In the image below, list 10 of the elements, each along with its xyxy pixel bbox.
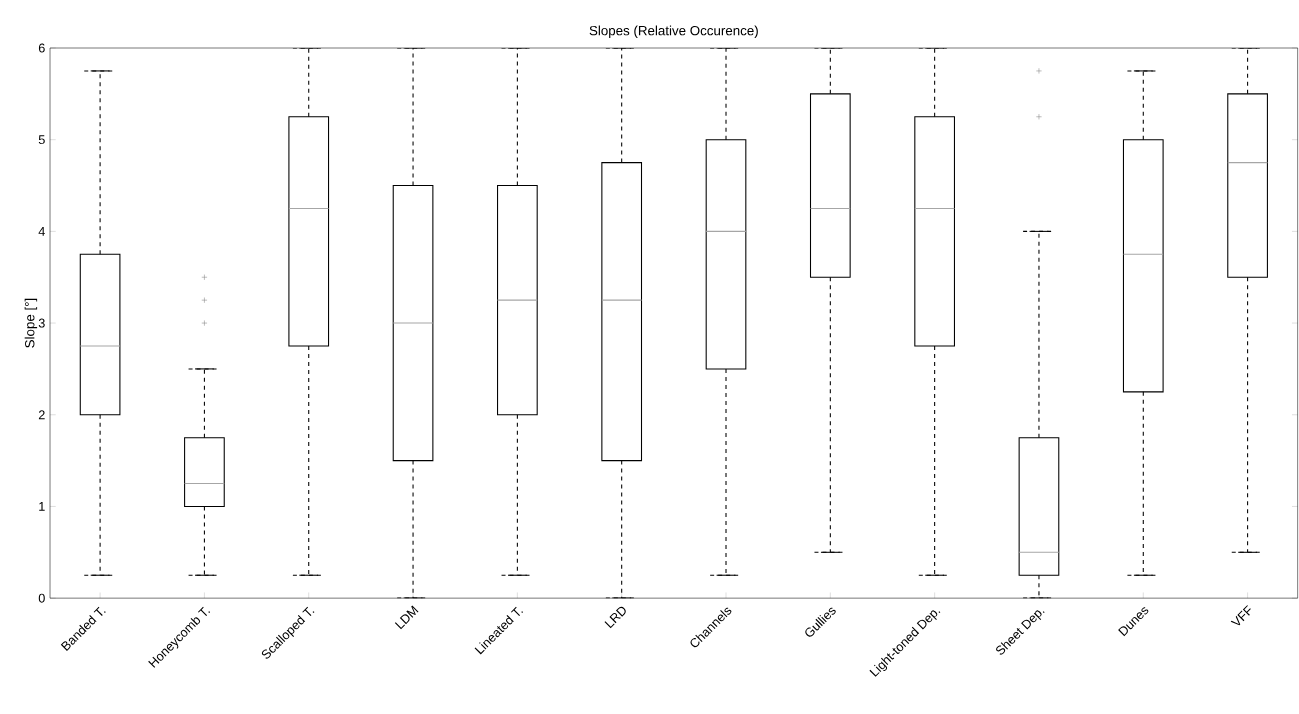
x-tick-label: VFF [1230, 605, 1251, 626]
y-tick-label: 5 [38, 135, 45, 145]
y-tick-label: 2 [38, 410, 45, 420]
chart-title: Slopes (Relative Occurence) [589, 25, 758, 38]
y-tick-label: 6 [38, 43, 45, 53]
y-axis-title: Slope [°] [24, 298, 38, 348]
y-tick-label: 4 [38, 226, 45, 236]
y-tick-label: 0 [38, 593, 45, 603]
y-tick-label: 3 [38, 318, 45, 328]
y-tick-label: 1 [39, 502, 45, 511]
